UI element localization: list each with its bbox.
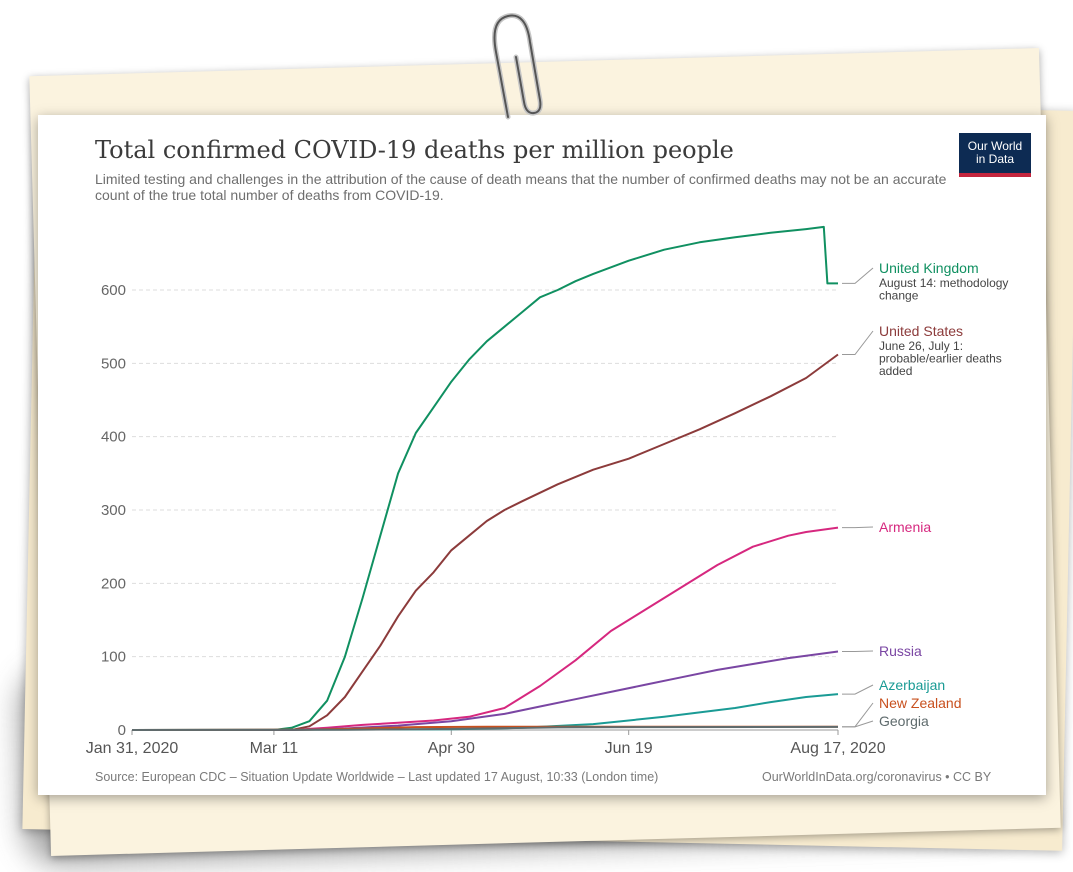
y-tick-label: 400 (101, 429, 126, 446)
chart-subtitle: Limited testing and challenges in the at… (95, 171, 947, 203)
series-note: probable/earlier deaths (879, 352, 1002, 366)
y-tick-label: 600 (101, 282, 126, 299)
x-tick-label: Jun 19 (605, 740, 653, 757)
y-tick-label: 500 (101, 355, 126, 372)
label-connector (842, 650, 874, 652)
y-tick-label: 200 (101, 575, 126, 592)
source-note: Source: European CDC – Situation Update … (95, 770, 659, 784)
y-tick-label: 0 (118, 722, 126, 739)
y-tick-label: 300 (101, 502, 126, 519)
series-line (131, 725, 839, 731)
series-note: change (879, 289, 919, 303)
series-line (132, 225, 838, 731)
label-connector (842, 330, 874, 355)
label-connector (842, 684, 874, 695)
label-connector (842, 267, 874, 284)
label-connector (842, 702, 874, 728)
series-note: August 14: methodology (879, 276, 1008, 290)
series-label: Armenia (879, 519, 931, 535)
series-label: United Kingdom (879, 260, 979, 276)
series-label: Russia (879, 643, 922, 659)
x-tick-label: Apr 30 (428, 740, 475, 757)
series-label: New Zealand (879, 695, 962, 711)
owid-logo[interactable]: Our World in Data (959, 133, 1031, 177)
credit-link[interactable]: OurWorldInData.org/coronavirus • CC BY (762, 770, 992, 784)
label-connector (842, 720, 874, 728)
series-label: United States (879, 323, 963, 339)
x-tick-label: Jan 31, 2020 (86, 740, 179, 757)
x-tick-label: Mar 11 (250, 740, 299, 757)
series-label: Azerbaijan (879, 677, 945, 693)
paper-sheet-front (38, 115, 1046, 795)
series-note: added (879, 364, 912, 378)
label-connector (842, 526, 874, 529)
series-line (132, 650, 839, 731)
series-line (132, 353, 839, 731)
series-note: June 26, July 1: (879, 339, 963, 353)
paperclip-icon (492, 13, 543, 120)
series-line (132, 526, 839, 731)
logo-line-2: in Data (975, 152, 1015, 166)
chart-title: Total confirmed COVID-19 deaths per mill… (95, 136, 734, 164)
logo-line-1: Our World (967, 139, 1023, 153)
series-label: Georgia (879, 713, 929, 729)
x-tick-label: Aug 17, 2020 (790, 740, 885, 757)
y-tick-label: 100 (101, 649, 126, 666)
